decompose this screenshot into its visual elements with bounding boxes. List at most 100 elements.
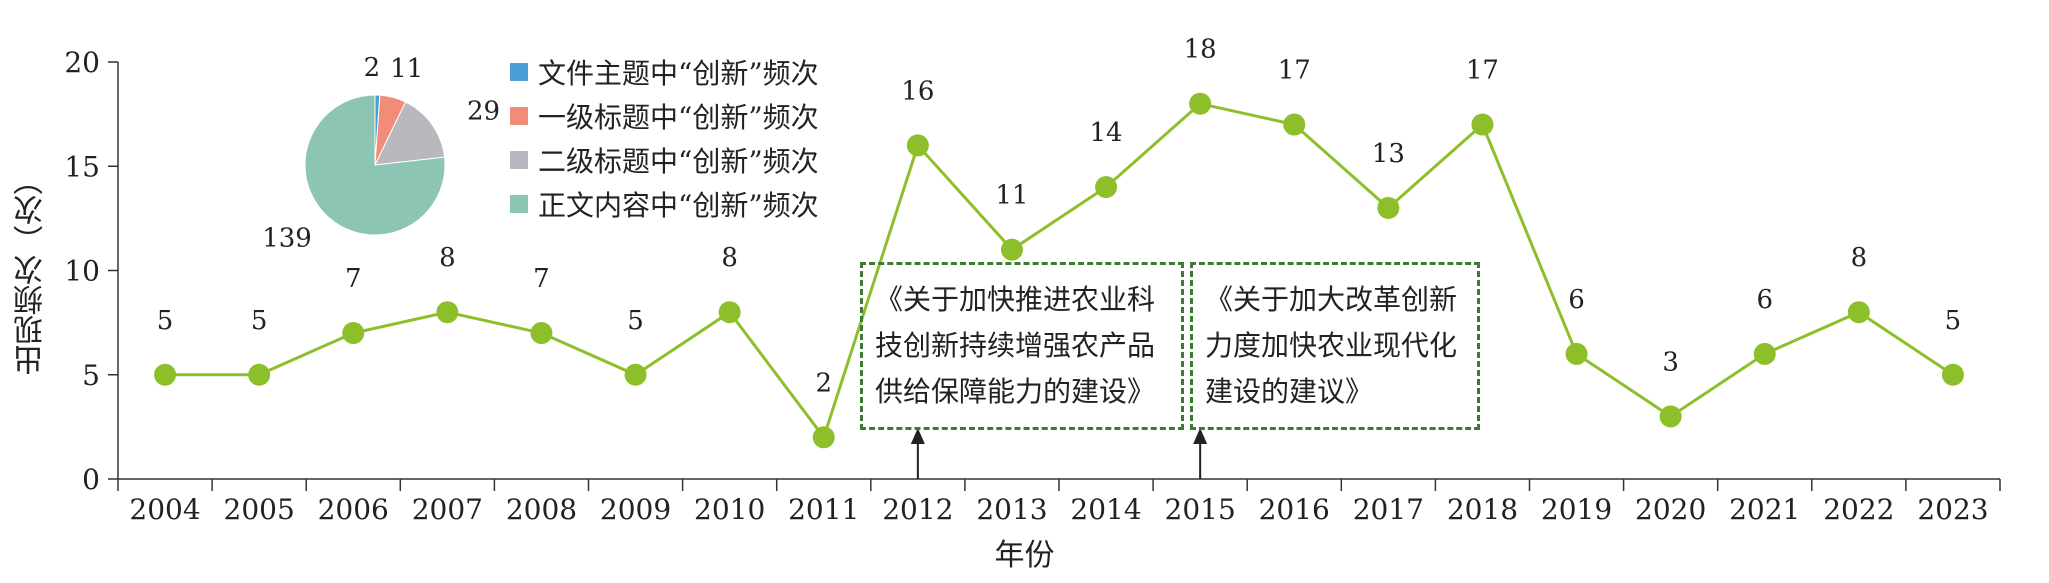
x-tick-label: 2021 <box>1729 493 1800 526</box>
data-label: 5 <box>627 306 644 336</box>
annotation-line: 《关于加快推进农业科 <box>875 283 1156 316</box>
data-point <box>1377 196 1400 219</box>
legend-swatch <box>510 63 528 81</box>
x-tick-label: 2012 <box>882 493 953 526</box>
data-point <box>1095 176 1118 199</box>
x-tick-label: 2004 <box>129 493 200 526</box>
legend-swatch <box>510 107 528 125</box>
x-tick-label: 2006 <box>318 493 389 526</box>
data-point <box>1565 342 1588 365</box>
legend-swatch <box>510 151 528 169</box>
data-label: 3 <box>1662 347 1679 377</box>
annotation-line: 力度加快农业现代化 <box>1205 329 1458 362</box>
x-tick-label: 2007 <box>412 493 483 526</box>
legend-swatch <box>510 195 528 213</box>
data-label: 6 <box>1568 285 1585 315</box>
data-label: 17 <box>1278 56 1311 86</box>
x-tick-label: 2023 <box>1917 493 1988 526</box>
legend-item-body: 正文内容中“创新”频次 <box>510 182 819 226</box>
data-point <box>154 363 177 386</box>
x-tick-label: 2019 <box>1541 493 1612 526</box>
annotation-line: 技创新持续增强农产品 <box>875 329 1156 362</box>
data-point <box>1283 113 1306 136</box>
x-tick-label: 2017 <box>1353 493 1424 526</box>
data-label: 14 <box>1090 118 1123 148</box>
data-point <box>436 301 459 324</box>
data-label: 8 <box>721 243 738 273</box>
data-label: 5 <box>251 306 268 336</box>
data-label: 17 <box>1466 56 1499 86</box>
data-label: 5 <box>157 306 174 336</box>
pie-value-label: 139 <box>262 224 312 254</box>
y-tick-label: 15 <box>64 150 100 183</box>
pie-slice <box>374 101 446 166</box>
pie-value-label: 11 <box>390 54 423 84</box>
legend-label: 文件主题中“创新”频次 <box>538 57 819 90</box>
data-point <box>812 426 835 449</box>
data-label: 8 <box>1851 243 1868 273</box>
x-tick-label: 2009 <box>600 493 671 526</box>
legend-item-level2: 二级标题中“创新”频次 <box>510 138 819 182</box>
series-line <box>165 102 1954 441</box>
y-tick-label: 0 <box>82 463 100 496</box>
arrow-head <box>1193 428 1208 444</box>
y-axis-label: 出现频次（次） <box>14 165 49 375</box>
data-label: 13 <box>1372 139 1405 169</box>
legend-label: 正文内容中“创新”频次 <box>538 189 819 222</box>
arrow-head <box>910 428 925 444</box>
data-label: 2 <box>815 368 832 398</box>
data-label: 16 <box>901 76 934 106</box>
legend-label: 一级标题中“创新”频次 <box>538 101 819 134</box>
pie-value-label: 29 <box>467 96 500 126</box>
x-tick-label: 2015 <box>1165 493 1236 526</box>
data-label: 5 <box>1945 306 1962 336</box>
data-point <box>342 322 365 345</box>
data-point <box>624 363 647 386</box>
x-axis-label: 年份 <box>994 538 1055 573</box>
annotation-box-2015: 《关于加大改革创新 力度加快农业现代化 建设的建议》 <box>1190 262 1480 430</box>
x-tick-label: 2016 <box>1259 493 1330 526</box>
data-point <box>530 322 553 345</box>
pie-slice <box>304 94 446 236</box>
legend-label: 二级标题中“创新”频次 <box>538 145 819 178</box>
data-point <box>1941 363 1964 386</box>
data-label: 11 <box>995 181 1028 211</box>
data-point <box>248 363 271 386</box>
x-tick-label: 2005 <box>224 493 295 526</box>
x-tick-label: 2018 <box>1447 493 1518 526</box>
x-tick-label: 2020 <box>1635 493 1706 526</box>
pie-value-label: 2 <box>364 53 381 83</box>
data-point <box>1753 342 1776 365</box>
x-tick-label: 2010 <box>694 493 765 526</box>
axes: 2004 2005 2006 2007 2008 2009 2010 2011 2012 2013… <box>64 46 2001 526</box>
x-tick-label: 2008 <box>506 493 577 526</box>
y-tick-label: 5 <box>82 359 100 392</box>
y-tick-label: 10 <box>64 255 100 288</box>
y-tick-label: 20 <box>64 46 100 79</box>
data-label: 7 <box>533 264 550 294</box>
data-point <box>1471 113 1494 136</box>
pie-legend: 文件主题中“创新”频次 一级标题中“创新”频次 二级标题中“创新”频次 正文内容… <box>510 50 819 226</box>
annotation-line: 建设的建议》 <box>1205 375 1374 408</box>
data-point <box>1000 238 1023 261</box>
data-label: 8 <box>439 243 456 273</box>
x-tick-label: 2013 <box>976 493 1047 526</box>
annotation-arrows <box>910 428 1208 479</box>
data-label: 6 <box>1756 285 1773 315</box>
data-label: 18 <box>1184 35 1217 65</box>
data-point <box>1189 92 1212 115</box>
x-tick-label: 2022 <box>1823 493 1894 526</box>
data-label: 7 <box>345 264 362 294</box>
data-point <box>906 134 929 157</box>
legend-item-level1: 一级标题中“创新”频次 <box>510 94 819 138</box>
x-tick-label: 2014 <box>1070 493 1141 526</box>
data-point <box>718 301 741 324</box>
x-tick-label: 2011 <box>788 493 859 526</box>
data-point <box>1659 405 1682 428</box>
data-point <box>1847 301 1870 324</box>
annotation-line: 供给保障能力的建设》 <box>875 375 1156 408</box>
legend-item-topic: 文件主题中“创新”频次 <box>510 50 819 94</box>
frequency-series: 5 5 7 8 7 5 8 2 16 11 14 18 17 13 17 6 3 6 8 5 <box>154 35 1964 449</box>
annotation-box-2012: 《关于加快推进农业科 技创新持续增强农产品 供给保障能力的建设》 <box>860 262 1184 430</box>
